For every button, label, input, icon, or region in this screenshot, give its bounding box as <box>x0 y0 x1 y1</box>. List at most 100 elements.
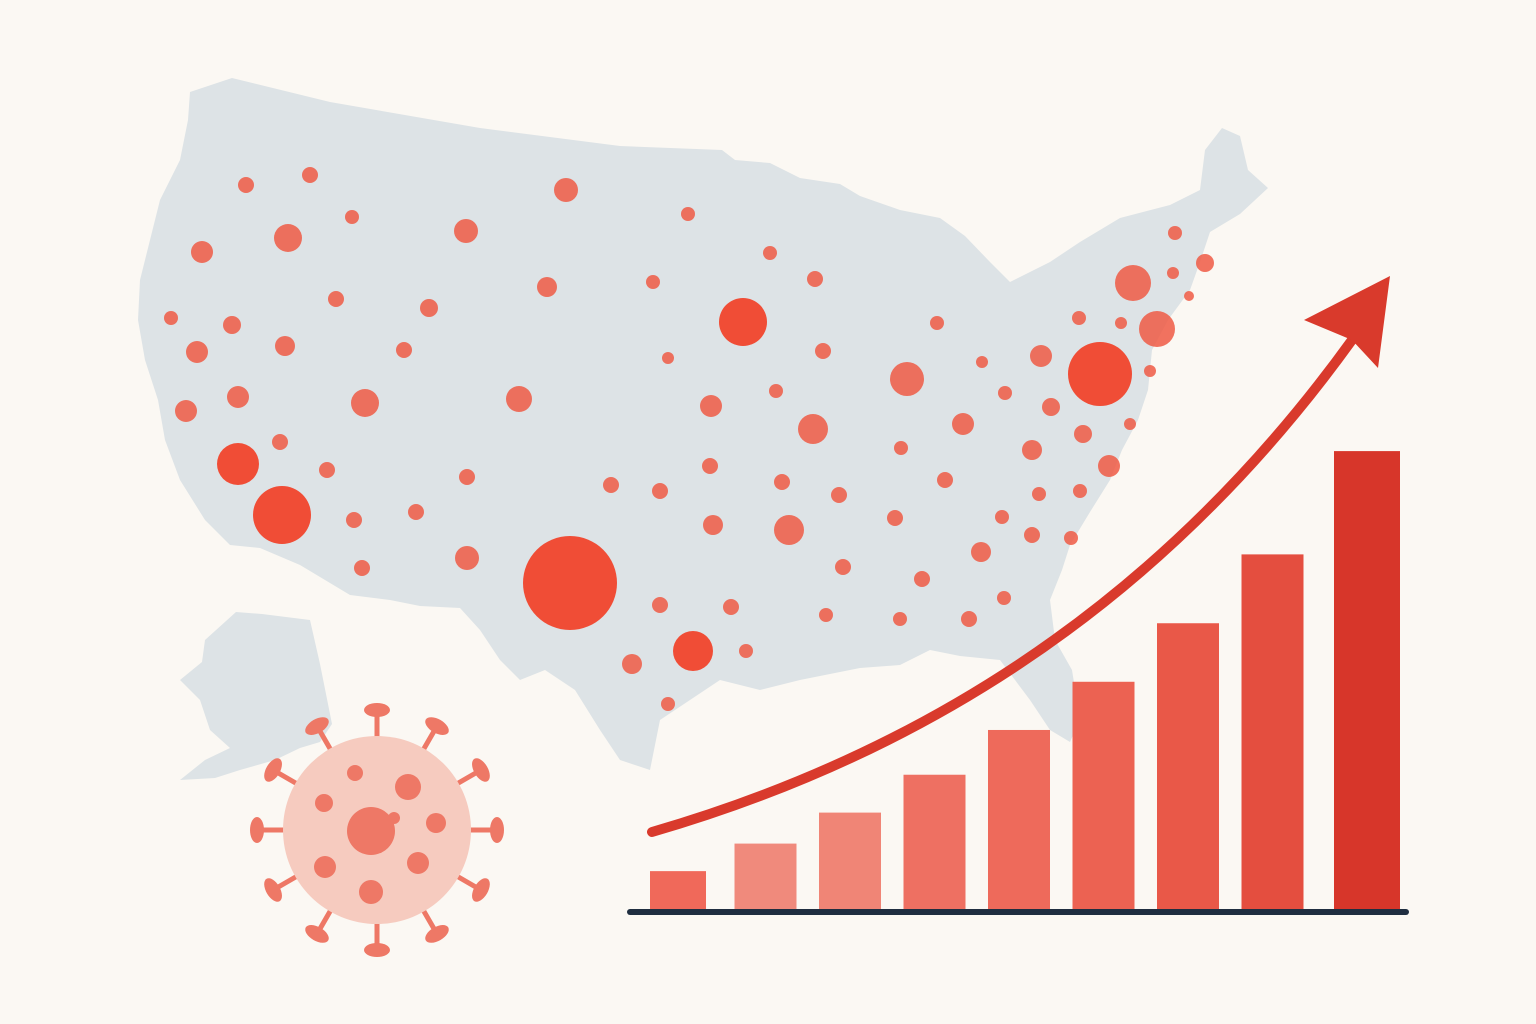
virus-icon <box>250 703 504 957</box>
hotspot-19 <box>319 462 335 478</box>
hotspot-3 <box>345 210 359 224</box>
hotspot-61 <box>952 413 974 435</box>
hotspot-2 <box>302 167 318 183</box>
hotspot-20 <box>346 512 362 528</box>
virus-surface-dot <box>426 813 446 833</box>
hotspot-24 <box>455 546 479 570</box>
hotspot-86 <box>1124 418 1136 430</box>
hotspot-68 <box>998 386 1012 400</box>
virus-surface-dot <box>314 856 336 878</box>
hotspot-73 <box>1073 484 1087 498</box>
bar-4 <box>903 774 966 909</box>
hotspot-5 <box>191 241 213 263</box>
hotspot-7 <box>223 316 241 334</box>
hotspot-36 <box>700 395 722 417</box>
hotspot-51 <box>739 644 753 658</box>
bar-2 <box>734 843 797 909</box>
hotspot-8 <box>186 341 208 363</box>
hotspot-83 <box>1196 254 1214 272</box>
virus-spike-tip <box>364 703 390 717</box>
hotspot-58 <box>894 441 908 455</box>
hotspot-55 <box>893 612 907 626</box>
hotspot-60 <box>930 316 944 330</box>
virus-surface-dot <box>347 765 363 781</box>
hotspot-34 <box>662 352 674 364</box>
hotspot-59 <box>890 362 924 396</box>
hotspot-21 <box>408 504 424 520</box>
hotspot-16 <box>272 434 288 450</box>
virus-spike-tip <box>425 925 449 943</box>
hotspot-77 <box>1068 342 1132 406</box>
hotspot-56 <box>914 571 930 587</box>
hotspot-74 <box>1032 487 1046 501</box>
hotspot-66 <box>1022 440 1042 460</box>
hotspot-33 <box>807 271 823 287</box>
hotspot-39 <box>702 458 718 474</box>
hotspot-17 <box>217 443 259 485</box>
us-map-mainland <box>138 78 1268 770</box>
hotspot-9 <box>275 336 295 356</box>
hotspot-14 <box>227 386 249 408</box>
hotspot-1 <box>238 177 254 193</box>
hotspot-44 <box>774 515 804 545</box>
hotspot-43 <box>703 515 723 535</box>
hotspot-84 <box>1167 267 1179 279</box>
hotspot-6 <box>164 311 178 325</box>
hotspot-82 <box>1168 226 1182 240</box>
hotspot-53 <box>819 608 833 622</box>
hotspot-76 <box>1064 531 1078 545</box>
bar-1 <box>650 871 706 909</box>
hotspot-45 <box>831 487 847 503</box>
virus-dots <box>314 765 446 904</box>
hotspot-layer <box>164 167 1214 711</box>
bar-series <box>650 451 1400 909</box>
hotspot-75 <box>1024 527 1040 543</box>
virus-core <box>347 807 395 855</box>
bar-5 <box>988 729 1050 909</box>
hotspot-71 <box>1074 425 1092 443</box>
virus-surface-dot <box>359 880 383 904</box>
hotspot-31 <box>719 298 767 346</box>
trend-arrow-shaft <box>647 335 1357 837</box>
hotspot-13 <box>351 389 379 417</box>
us-map-icon <box>138 78 1268 780</box>
virus-spike-tip <box>305 925 329 943</box>
hotspot-69 <box>976 356 988 368</box>
hotspot-87 <box>1144 365 1156 377</box>
virus-spike-tip <box>264 878 282 902</box>
virus-spike-tip <box>490 817 504 843</box>
hotspot-10 <box>328 291 344 307</box>
virus-spike-tip <box>425 717 449 735</box>
hotspot-49 <box>673 631 713 671</box>
hotspot-41 <box>603 477 619 493</box>
bar-8 <box>1241 554 1304 909</box>
virus-surface-dot <box>315 794 333 812</box>
hotspot-63 <box>971 542 991 562</box>
hotspot-22 <box>459 469 475 485</box>
hotspot-85 <box>1184 291 1194 301</box>
hotspot-4 <box>274 224 302 252</box>
hotspot-25 <box>454 219 478 243</box>
hotspot-42 <box>652 483 668 499</box>
hotspot-47 <box>652 597 668 613</box>
hotspot-37 <box>769 384 783 398</box>
virus-spike-tip <box>472 878 490 902</box>
bar-chart <box>627 451 1409 915</box>
hotspot-15 <box>175 400 197 422</box>
alaska-map <box>180 612 332 780</box>
trend-arrow-icon <box>647 276 1390 837</box>
hotspot-35 <box>815 343 831 359</box>
hotspot-50 <box>622 654 642 674</box>
hotspot-81 <box>1115 317 1127 329</box>
hotspot-30 <box>646 275 660 289</box>
hotspot-40 <box>774 474 790 490</box>
hotspot-38 <box>798 414 828 444</box>
trend-arrow-head <box>1304 276 1390 368</box>
virus-surface-dot <box>388 812 400 824</box>
hotspot-79 <box>1139 311 1175 347</box>
hotspot-23 <box>354 560 370 576</box>
virus-surface-dot <box>407 852 429 874</box>
hotspot-62 <box>937 472 953 488</box>
